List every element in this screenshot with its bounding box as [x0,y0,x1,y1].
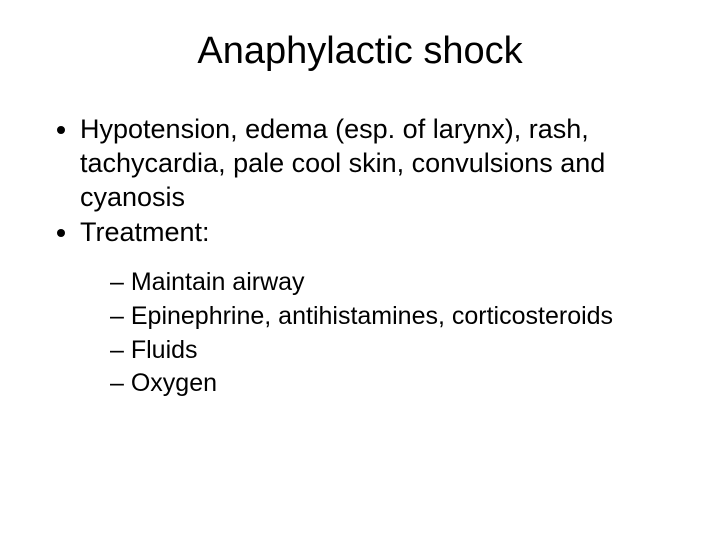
list-item-label: Treatment: [80,217,210,247]
list-item: Treatment: Maintain airway Epinephrine, … [80,216,680,401]
list-item: Epinephrine, antihistamines, corticoster… [110,300,680,334]
list-item: Maintain airway [110,266,680,300]
bullet-list-level1: Hypotension, edema (esp. of larynx), ras… [40,113,680,401]
list-item: Hypotension, edema (esp. of larynx), ras… [80,113,680,214]
bullet-list-level2: Maintain airway Epinephrine, antihistami… [80,266,680,401]
slide-title: Anaphylactic shock [40,30,680,73]
list-item: Oxygen [110,367,680,401]
slide: Anaphylactic shock Hypotension, edema (e… [0,0,720,540]
list-item: Fluids [110,334,680,368]
